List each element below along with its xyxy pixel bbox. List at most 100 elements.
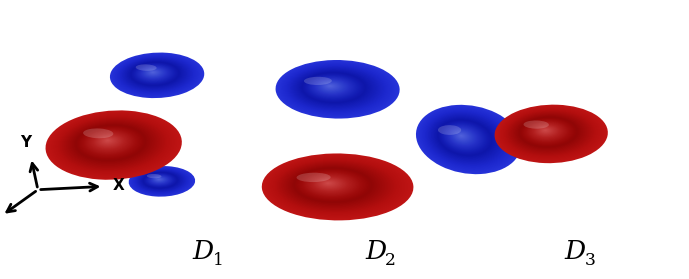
Ellipse shape: [522, 119, 573, 145]
Ellipse shape: [442, 122, 487, 152]
Ellipse shape: [152, 72, 154, 73]
Ellipse shape: [136, 64, 156, 71]
Ellipse shape: [140, 171, 182, 190]
Text: D: D: [365, 239, 386, 264]
Ellipse shape: [305, 74, 361, 101]
Ellipse shape: [426, 112, 507, 165]
Ellipse shape: [278, 61, 396, 117]
Ellipse shape: [121, 58, 191, 91]
Ellipse shape: [144, 173, 177, 188]
Ellipse shape: [134, 64, 175, 83]
Ellipse shape: [132, 63, 178, 85]
Ellipse shape: [68, 121, 154, 165]
Ellipse shape: [133, 168, 189, 194]
Ellipse shape: [148, 70, 158, 75]
Ellipse shape: [114, 54, 199, 95]
Ellipse shape: [138, 66, 170, 81]
Ellipse shape: [304, 77, 332, 85]
Ellipse shape: [285, 65, 387, 113]
Ellipse shape: [305, 173, 358, 196]
Ellipse shape: [307, 174, 355, 195]
Ellipse shape: [496, 105, 606, 162]
Ellipse shape: [537, 126, 555, 135]
Ellipse shape: [147, 174, 173, 186]
Ellipse shape: [58, 116, 167, 172]
Ellipse shape: [325, 83, 337, 89]
Ellipse shape: [438, 125, 461, 135]
Ellipse shape: [138, 170, 184, 191]
Ellipse shape: [131, 62, 179, 86]
Ellipse shape: [154, 177, 164, 182]
Ellipse shape: [88, 131, 131, 153]
Ellipse shape: [454, 131, 470, 141]
Ellipse shape: [143, 68, 164, 78]
Ellipse shape: [544, 130, 546, 131]
Ellipse shape: [153, 177, 165, 182]
Text: D: D: [193, 239, 214, 264]
Ellipse shape: [452, 129, 473, 143]
Ellipse shape: [134, 63, 176, 84]
Ellipse shape: [323, 83, 338, 90]
Ellipse shape: [151, 176, 169, 184]
Ellipse shape: [137, 65, 172, 82]
Ellipse shape: [276, 160, 395, 212]
Ellipse shape: [111, 53, 203, 98]
Ellipse shape: [269, 157, 404, 216]
Ellipse shape: [130, 166, 194, 196]
Ellipse shape: [141, 171, 181, 190]
Ellipse shape: [528, 121, 567, 142]
Ellipse shape: [433, 117, 498, 159]
Ellipse shape: [310, 76, 356, 98]
Ellipse shape: [143, 172, 178, 189]
Ellipse shape: [451, 129, 475, 145]
Ellipse shape: [84, 129, 136, 155]
Ellipse shape: [101, 137, 116, 145]
Ellipse shape: [92, 133, 126, 150]
Ellipse shape: [300, 72, 368, 104]
Ellipse shape: [305, 74, 362, 101]
Ellipse shape: [295, 168, 371, 202]
Ellipse shape: [507, 111, 592, 155]
Ellipse shape: [506, 110, 595, 156]
Ellipse shape: [444, 124, 483, 150]
Ellipse shape: [514, 114, 584, 151]
Ellipse shape: [446, 126, 481, 148]
Ellipse shape: [118, 56, 195, 93]
Ellipse shape: [318, 179, 341, 189]
Ellipse shape: [313, 177, 347, 191]
Ellipse shape: [513, 114, 585, 151]
Ellipse shape: [515, 115, 582, 150]
Ellipse shape: [154, 177, 165, 182]
Ellipse shape: [151, 71, 155, 74]
Ellipse shape: [499, 107, 603, 160]
Ellipse shape: [130, 62, 181, 86]
Ellipse shape: [299, 170, 365, 199]
Ellipse shape: [121, 57, 192, 92]
Ellipse shape: [152, 176, 167, 183]
Ellipse shape: [447, 126, 479, 147]
Ellipse shape: [453, 130, 472, 143]
Ellipse shape: [150, 71, 156, 74]
Ellipse shape: [316, 178, 344, 190]
Ellipse shape: [542, 128, 549, 132]
Ellipse shape: [112, 54, 202, 97]
Ellipse shape: [294, 69, 376, 108]
Ellipse shape: [417, 105, 520, 174]
Ellipse shape: [544, 129, 547, 131]
Ellipse shape: [438, 120, 492, 156]
Ellipse shape: [45, 110, 182, 180]
Ellipse shape: [297, 70, 371, 105]
Ellipse shape: [327, 85, 333, 88]
Ellipse shape: [280, 62, 394, 116]
Ellipse shape: [306, 75, 360, 100]
Ellipse shape: [306, 173, 356, 196]
Ellipse shape: [537, 126, 555, 136]
Ellipse shape: [449, 128, 477, 146]
Ellipse shape: [141, 171, 181, 190]
Ellipse shape: [296, 173, 331, 182]
Ellipse shape: [83, 128, 137, 156]
Ellipse shape: [316, 79, 349, 95]
Text: Y: Y: [20, 135, 31, 150]
Ellipse shape: [276, 61, 398, 118]
Ellipse shape: [509, 112, 590, 154]
